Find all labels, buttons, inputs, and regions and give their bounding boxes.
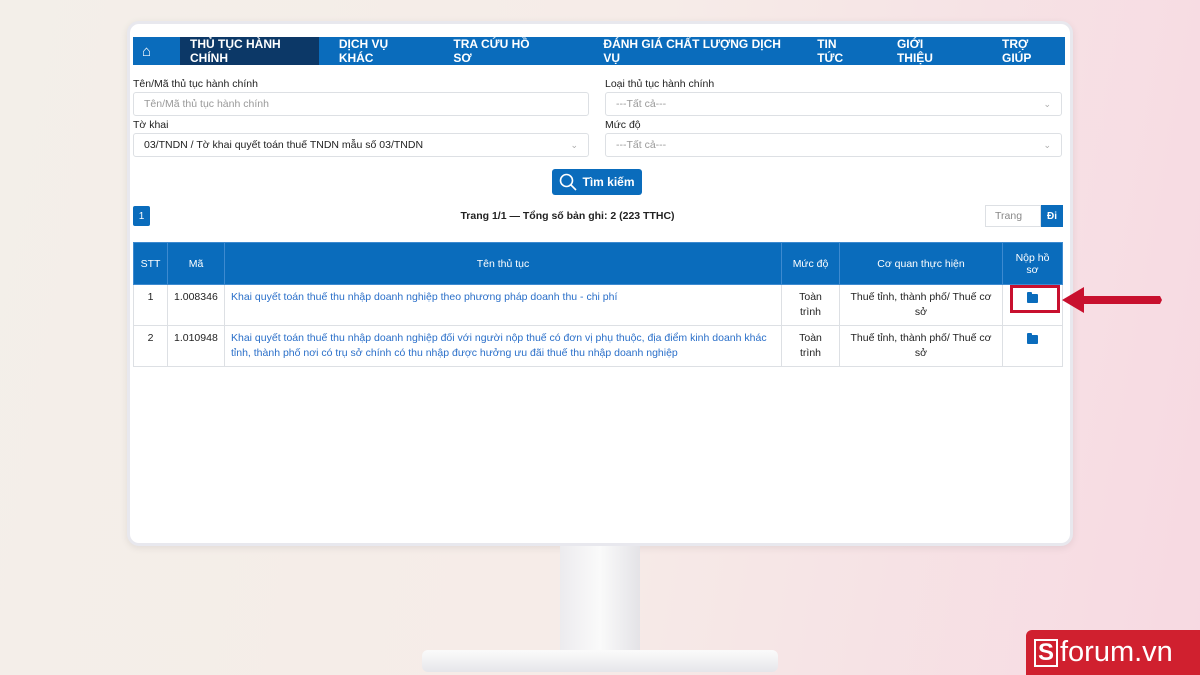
table-row: 2 1.010948 Khai quyết toán thuế thu nhập… <box>133 325 1063 367</box>
cell-stt: 2 <box>133 325 168 367</box>
name-input[interactable]: Tên/Mã thủ tục hành chính <box>133 92 589 116</box>
monitor-base <box>422 650 778 672</box>
table-header: STT Mã Tên thủ tục Mức độ Cơ quan thực h… <box>133 242 1063 285</box>
nav-gioi-thieu[interactable]: GIỚI THIỆU <box>896 37 933 65</box>
submit-cell <box>1002 325 1063 367</box>
form-select[interactable]: 03/TNDN / Tờ khai quyết toán thuế TNDN m… <box>133 133 589 157</box>
header-co-quan: Cơ quan thực hiện <box>839 242 1003 285</box>
arrow-left-icon <box>1062 287 1162 313</box>
cell-ma: 1.010948 <box>167 325 225 367</box>
nav-thu-tuc-hanh-chinh[interactable]: THỦ TỤC HÀNH CHÍNH <box>180 37 319 65</box>
search-icon <box>560 173 578 191</box>
monitor-stand <box>560 546 640 652</box>
page-1-button[interactable]: 1 <box>133 206 150 226</box>
results-table: STT Mã Tên thủ tục Mức độ Cơ quan thực h… <box>133 242 1063 367</box>
chevron-down-icon: ⌄ <box>1043 98 1051 109</box>
highlight-box <box>1010 285 1060 313</box>
form-value: 03/TNDN / Tờ khai quyết toán thuế TNDN m… <box>144 139 424 151</box>
nav-tin-tuc[interactable]: TIN TỨC <box>817 37 844 65</box>
type-label: Loại thủ tục hành chính <box>605 78 715 90</box>
nav-dich-vu-khac[interactable]: DỊCH VỤ KHÁC <box>338 37 389 65</box>
cell-co-quan: Thuế tỉnh, thành phố/ Thuế cơ sở <box>839 284 1003 326</box>
header-ma: Mã <box>167 242 225 285</box>
pagination-info: Trang 1/1 — Tổng số bản ghi: 2 (223 TTHC… <box>460 210 675 222</box>
header-ten: Tên thủ tục <box>224 242 782 285</box>
nav-danh-gia[interactable]: ĐÁNH GIÁ CHẤT LƯỢNG DỊCH VỤ <box>603 37 781 65</box>
chevron-down-icon: ⌄ <box>1043 139 1051 150</box>
search-button-label: Tìm kiếm <box>582 175 635 189</box>
type-value: ---Tất cả--- <box>616 98 667 110</box>
cell-co-quan: Thuế tỉnh, thành phố/ Thuế cơ sở <box>839 325 1003 367</box>
level-value: ---Tất cả--- <box>616 139 667 151</box>
folder-icon[interactable] <box>1027 292 1038 303</box>
chevron-down-icon: ⌄ <box>570 139 578 150</box>
main-nav: ⌂ THỦ TỤC HÀNH CHÍNH DỊCH VỤ KHÁC TRA CỨ… <box>133 37 1065 65</box>
procedure-link[interactable]: Khai quyết toán thuế thu nhập doanh nghi… <box>224 284 782 326</box>
header-muc-do: Mức độ <box>781 242 840 285</box>
table-row: 1 1.008346 Khai quyết toán thuế thu nhập… <box>133 284 1063 326</box>
header-stt: STT <box>133 242 168 285</box>
cell-ma: 1.008346 <box>167 284 225 326</box>
level-label: Mức độ <box>605 119 641 131</box>
home-icon[interactable]: ⌂ <box>141 42 152 60</box>
level-select[interactable]: ---Tất cả--- ⌄ <box>605 133 1062 157</box>
name-placeholder: Tên/Mã thủ tục hành chính <box>144 98 269 110</box>
monitor-screen: ⌂ THỦ TỤC HÀNH CHÍNH DỊCH VỤ KHÁC TRA CỨ… <box>127 21 1073 546</box>
procedure-link[interactable]: Khai quyết toán thuế thu nhập doanh nghi… <box>224 325 782 367</box>
form-label: Tờ khai <box>133 119 169 131</box>
page-input[interactable]: Trang <box>985 205 1041 227</box>
type-select[interactable]: ---Tất cả--- ⌄ <box>605 92 1062 116</box>
name-label: Tên/Mã thủ tục hành chính <box>133 78 258 90</box>
nav-tra-cuu-ho-so[interactable]: TRA CỨU HỒ SƠ <box>453 37 530 65</box>
nav-tro-giup[interactable]: TRỢ GIÚP <box>1001 37 1032 65</box>
cell-muc-do: Toàn trình <box>781 284 840 326</box>
header-nop-ho-so: Nộp hồ sơ <box>1002 242 1063 285</box>
search-button[interactable]: Tìm kiếm <box>552 169 642 195</box>
cell-stt: 1 <box>133 284 168 326</box>
go-button[interactable]: Đi <box>1041 205 1063 227</box>
cell-muc-do: Toàn trình <box>781 325 840 367</box>
folder-icon[interactable] <box>1027 333 1038 344</box>
